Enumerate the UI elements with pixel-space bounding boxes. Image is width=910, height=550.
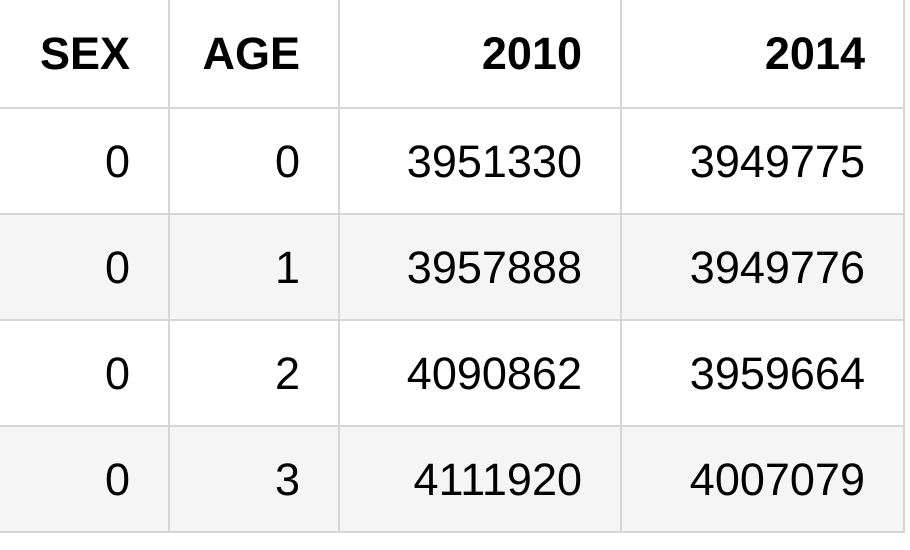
table-row: 0 2 4090862 3959664 [0, 319, 905, 427]
table-header: SEX AGE 2010 2014 [0, 0, 905, 109]
cell-age: 1 [168, 213, 340, 321]
cell-sex: 0 [0, 107, 170, 215]
cell-2010: 4090862 [338, 319, 622, 427]
table-row: 0 0 3951330 3949775 [0, 107, 905, 215]
cell-2010: 3957888 [338, 213, 622, 321]
table-row: 0 1 3957888 3949776 [0, 213, 905, 321]
cell-age: 2 [168, 319, 340, 427]
cell-age: 3 [168, 425, 340, 533]
cell-sex: 0 [0, 425, 170, 533]
cell-2014: 4007079 [620, 425, 905, 533]
cell-2010: 3951330 [338, 107, 622, 215]
cell-sex: 0 [0, 213, 170, 321]
cell-2010: 4111920 [338, 425, 622, 533]
table-row: 0 3 4111920 4007079 [0, 425, 905, 533]
data-table: SEX AGE 2010 2014 0 0 3951330 3949775 0 … [0, 0, 905, 533]
column-header-age: AGE [168, 0, 340, 109]
cell-2014: 3949776 [620, 213, 905, 321]
cell-2014: 3959664 [620, 319, 905, 427]
cell-sex: 0 [0, 319, 170, 427]
cell-age: 0 [168, 107, 340, 215]
column-header-sex: SEX [0, 0, 170, 109]
column-header-2014: 2014 [620, 0, 905, 109]
header-row: SEX AGE 2010 2014 [0, 0, 905, 109]
column-header-2010: 2010 [338, 0, 622, 109]
table-body: 0 0 3951330 3949775 0 1 3957888 3949776 … [0, 107, 905, 533]
cell-2014: 3949775 [620, 107, 905, 215]
